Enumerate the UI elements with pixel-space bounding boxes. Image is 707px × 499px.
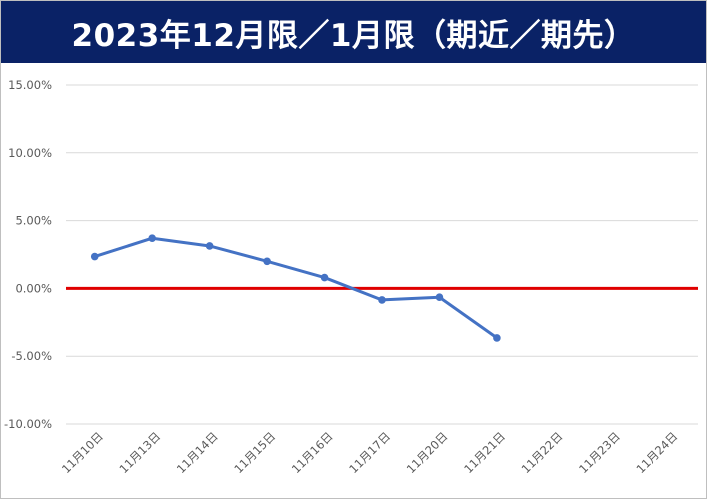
x-tick-label: 11月23日 [576,429,623,476]
x-tick-label: 11月24日 [634,429,681,476]
x-tick-label: 11月17日 [346,429,393,476]
x-tick-label: 11月15日 [231,429,278,476]
data-point [435,293,444,302]
data-point [320,273,329,282]
x-tick-label: 11月22日 [519,429,566,476]
data-point [205,242,214,250]
x-tick-label: 11月20日 [404,429,451,476]
title-bar: 2023年12月限／1月限（期近／期先） [1,1,706,63]
x-tick-label: 11月13日 [116,429,163,476]
series-line [93,236,499,340]
data-point [378,296,386,304]
data-point [263,257,271,266]
data-point [148,234,156,243]
x-tick-label: 11月14日 [174,429,221,476]
x-tick-label: 11月16日 [289,429,336,476]
chart-title: 2023年12月限／1月限（期近／期先） [71,17,636,54]
y-tick-label: 15.00% [8,78,52,92]
y-tick-label: -10.00% [4,417,52,431]
y-tick-label: -5.00% [11,349,52,363]
y-tick-label: 10.00% [8,146,52,160]
x-tick-label: 11月10日 [59,429,106,476]
data-point [493,334,501,342]
y-tick-label: 5.00% [15,214,52,228]
x-tick-label: 11月21日 [461,429,508,476]
data-point [90,252,99,261]
y-tick-label: 0.00% [15,281,52,295]
